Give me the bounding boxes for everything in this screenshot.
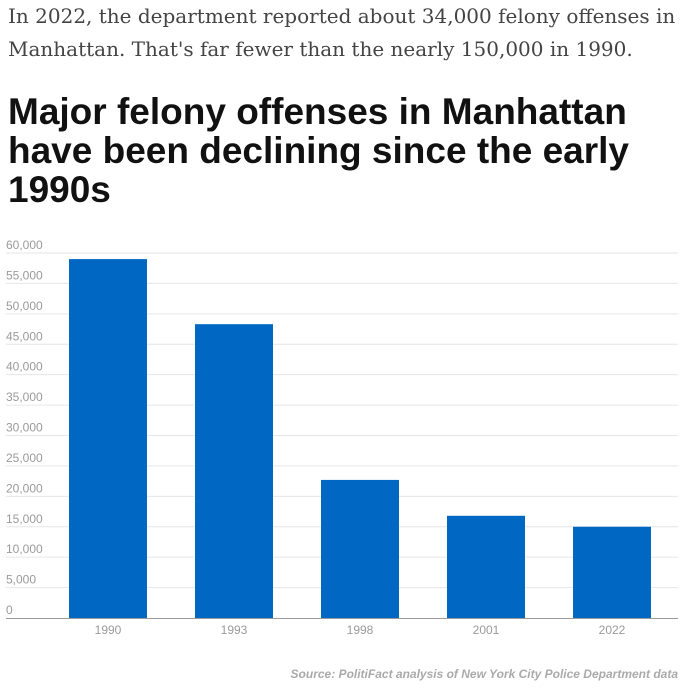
bar-1998 <box>321 479 399 618</box>
chart-title: Major felony offenses in Manhattan have … <box>8 91 630 210</box>
y-tick-label: 40,000 <box>6 360 43 374</box>
y-tick-label: 10,000 <box>6 542 43 556</box>
y-tick-label: 0 <box>6 603 13 617</box>
y-tick-label: 50,000 <box>6 299 43 313</box>
bar-2022 <box>573 526 651 618</box>
x-tick-label: 1998 <box>347 623 374 637</box>
y-tick-label: 35,000 <box>6 390 43 404</box>
source-note: Source: PolitiFact analysis of New York … <box>290 667 678 681</box>
bar-2001 <box>447 515 525 618</box>
y-tick-label: 60,000 <box>6 238 43 252</box>
y-tick-label: 25,000 <box>6 451 43 465</box>
x-axis-tick-labels: 1990 1993 1998 2001 2022 <box>95 623 626 637</box>
x-tick-label: 2001 <box>473 623 500 637</box>
y-tick-label: 15,000 <box>6 512 43 526</box>
y-tick-label: 55,000 <box>6 268 43 282</box>
y-axis-tick-labels: 0 5,000 10,000 15,000 20,000 25,000 30,000 35,0… <box>6 238 43 617</box>
x-tick-label: 2022 <box>599 623 626 637</box>
y-tick-label: 30,000 <box>6 421 43 435</box>
x-tick-label: 1993 <box>221 623 248 637</box>
y-tick-label: 5,000 <box>6 573 36 587</box>
x-tick-label: 1990 <box>95 623 122 637</box>
y-tick-label: 45,000 <box>6 329 43 343</box>
bars <box>69 259 651 618</box>
y-tick-label: 20,000 <box>6 481 43 495</box>
bar-1990 <box>69 259 147 618</box>
intro-text: In 2022, the department reported about 3… <box>8 4 676 61</box>
bar-1993 <box>195 324 273 618</box>
